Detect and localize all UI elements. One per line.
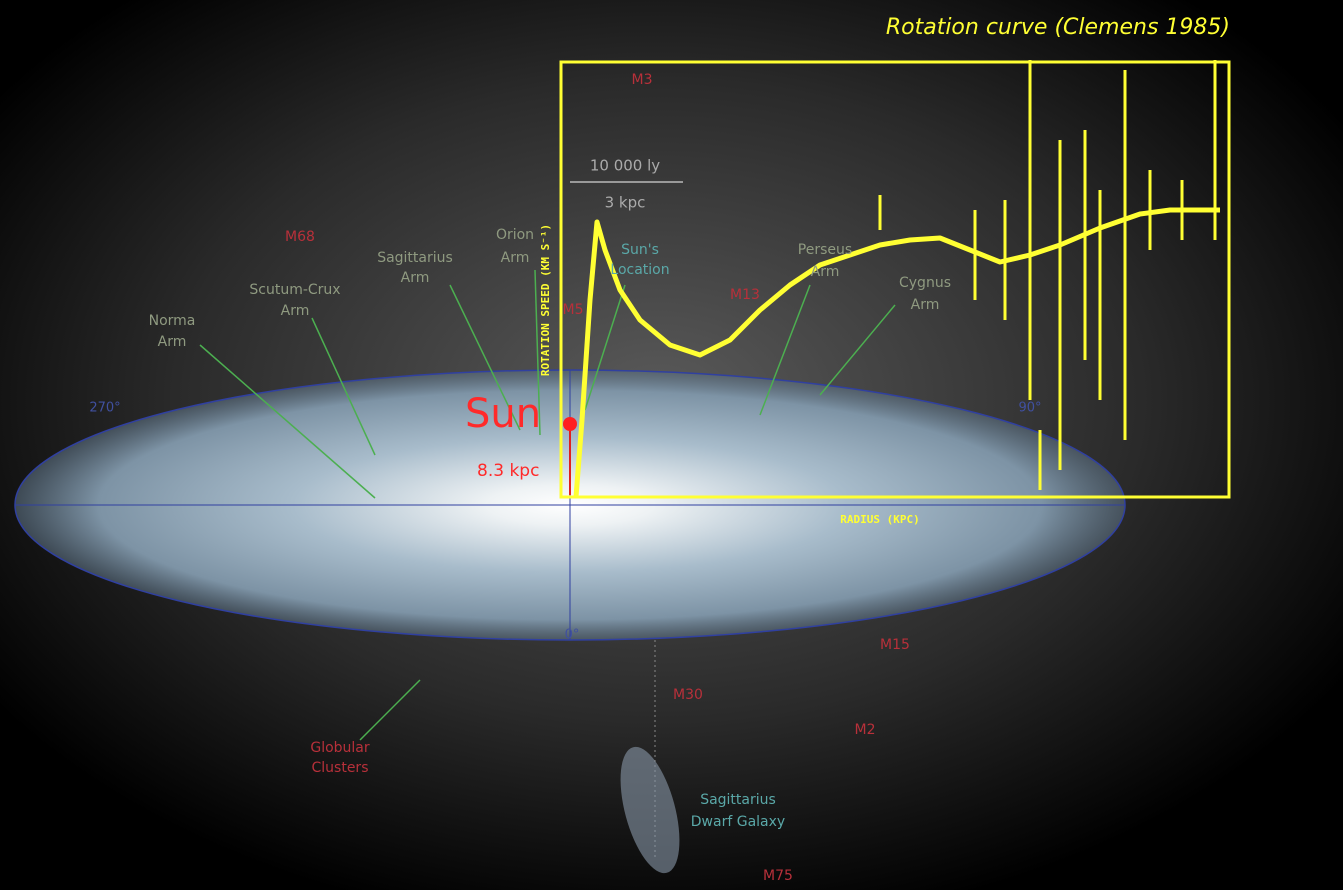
cluster-label: M30 — [673, 687, 703, 703]
dwarf-label: Dwarf Galaxy — [691, 814, 785, 830]
sun-location-label: Sun's — [621, 242, 659, 258]
arm-label: Sagittarius — [377, 250, 453, 266]
arm-label: Arm — [281, 303, 310, 319]
error-bars — [878, 60, 1217, 490]
cluster-label: M2 — [855, 722, 876, 738]
subtitle: Rotation curve (Clemens 1985) — [886, 15, 1230, 40]
sun-distance: 8.3 kpc — [477, 461, 539, 481]
scale-ly: 10 000 ly — [590, 157, 660, 175]
arm-label: Norma — [149, 313, 196, 329]
arm-label: Perseus — [798, 242, 852, 258]
angle-label: 270° — [89, 401, 120, 416]
sun-location-label: Location — [610, 262, 669, 278]
cluster-label: M5 — [563, 302, 584, 318]
angle-label: 90° — [1018, 401, 1041, 416]
globular-label: Globular — [310, 740, 370, 756]
plot-frame — [559, 60, 1231, 499]
sun-marker — [563, 417, 577, 431]
cluster-label: M68 — [285, 229, 315, 245]
arm-arrows — [199, 269, 896, 741]
y-axis-label: ROTATION SPEED (KM S⁻¹) — [539, 224, 552, 376]
sun-label: Sun — [465, 391, 541, 437]
cluster-label: M15 — [880, 637, 910, 653]
arm-label: Orion — [496, 227, 534, 243]
arm-label: Cygnus — [899, 275, 951, 291]
angle-label: 0° — [565, 628, 580, 643]
rotation-curve-plot: RADIUS (KPC) ROTATION SPEED (KM S⁻¹) — [539, 60, 1231, 526]
arm-label: Arm — [501, 250, 530, 266]
arm-label: Arm — [401, 270, 430, 286]
globular-label: Clusters — [312, 760, 369, 776]
arm-label: Arm — [911, 297, 940, 313]
arm-label: Scutum-Crux — [249, 282, 340, 298]
dwarf-label: Sagittarius — [700, 792, 776, 808]
x-axis-label: RADIUS (KPC) — [840, 513, 919, 526]
scale-kpc: 3 kpc — [605, 194, 646, 212]
cluster-label: M13 — [730, 287, 760, 303]
arm-label: Arm — [811, 264, 840, 280]
arm-label: Arm — [158, 334, 187, 350]
cluster-label: M3 — [632, 72, 653, 88]
cluster-label: M75 — [763, 868, 793, 884]
dwarf-galaxy — [620, 746, 680, 874]
